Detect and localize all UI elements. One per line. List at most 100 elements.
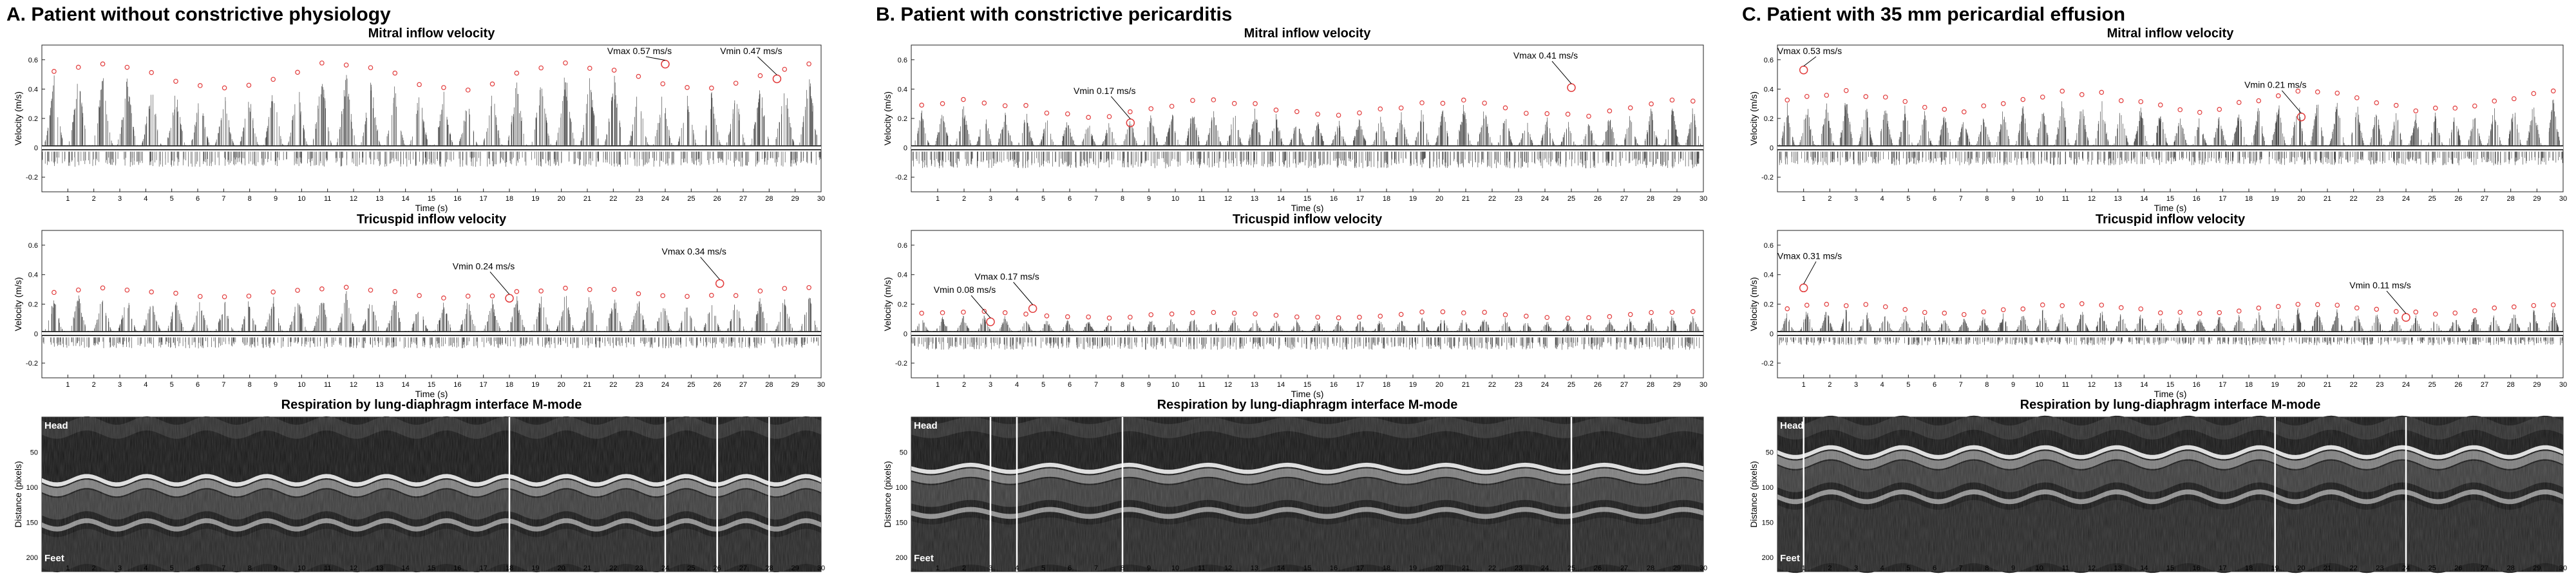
x-tick-label: 21 [2324,195,2331,203]
x-tick-label: 1 [1802,564,1806,572]
peak-marker [2374,100,2380,106]
x-tick-label: 20 [558,381,565,389]
y-tick-label: 0 [34,145,38,153]
peak-marker [1565,111,1571,117]
peak-marker [1824,301,1830,307]
x-tick-label: 5 [170,564,174,572]
peak-marker [149,70,154,75]
peak-marker [1669,310,1675,315]
x-tick-label: 7 [1959,195,1963,203]
x-tick-label: 15 [428,381,435,389]
tricuspid-title: Tricuspid inflow velocity [1233,212,1383,227]
x-tick-label: 19 [1409,195,1417,203]
x-tick-label: 1 [66,195,70,203]
peak-marker [319,61,325,66]
x-tick-label: 26 [2454,381,2462,389]
peak-marker [1398,312,1404,317]
peak-marker [587,287,592,292]
peak-marker [514,70,520,76]
x-tick-label: 28 [1647,564,1654,572]
baseline-gap [1777,331,2563,336]
y-tick-label: 200 [896,554,907,562]
peak-marker [1649,101,1654,107]
x-tick-label: 8 [248,195,252,203]
x-tick-label: 18 [506,564,513,572]
peak-marker [392,70,398,76]
peak-marker [782,66,788,72]
y-tick-label: 200 [26,554,38,562]
peak-marker [2315,302,2320,308]
y-tick-label: 0.2 [28,115,38,123]
y-tick-label: -0.2 [1761,174,1774,182]
peak-marker [2197,310,2202,316]
annotation-arrow [1013,282,1033,305]
y-tick-label: 0.2 [28,301,38,309]
x-tick-label: 5 [1041,381,1045,389]
x-tick-label: 24 [2402,195,2410,203]
x-tick-label: 20 [558,564,565,572]
peak-marker [1461,310,1466,315]
x-tick-label: 2 [962,381,966,389]
x-tick-label: 21 [2324,564,2331,572]
peak-marker [2000,101,2006,106]
peak-marker [2236,100,2242,106]
x-tick-label: 11 [324,381,331,389]
x-tick-label: 22 [1488,564,1496,572]
x-tick-label: 10 [2036,195,2043,203]
peak-marker [1148,312,1154,317]
peak-marker [2177,310,2183,315]
peak-marker [1482,100,1487,106]
x-tick-label: 17 [1356,195,1364,203]
mmode-grain [42,417,821,572]
x-tick-label: 13 [1251,564,1258,572]
peak-marker [2354,95,2360,100]
x-tick-label: 12 [2088,381,2096,389]
x-tick-label: 16 [2193,381,2201,389]
peak-marker [1942,310,1947,316]
peak-marker [1524,111,1529,116]
peak-marker [1863,94,1869,99]
peak-marker [2099,303,2105,308]
x-tick-label: 4 [144,564,147,572]
peak-marker [1902,98,1908,104]
x-tick-label: 14 [1277,195,1285,203]
x-tick-label: 13 [2114,564,2122,572]
x-tick-label: 6 [1933,195,1937,203]
annotation-arrow [645,56,666,61]
peak-marker [961,97,966,102]
x-tick-label: 6 [1933,381,1937,389]
mmode-grain [1777,417,2563,572]
peak-marker [1627,312,1633,317]
tricuspid-title: Tricuspid inflow velocity [357,212,507,227]
x-tick-label: 28 [1647,195,1654,203]
peak-marker [295,70,300,75]
x-tick-label: 18 [2245,564,2253,572]
peak-marker [2452,310,2458,316]
peak-marker [1253,311,1258,317]
x-tick-label: 9 [2011,195,2015,203]
peak-marker [733,293,739,299]
y-tick-label: 0 [34,330,38,338]
x-tick-label: 30 [2559,564,2567,572]
x-tick-label: 25 [2429,195,2436,203]
x-tick-label: 29 [2533,195,2541,203]
peak-marker [246,294,252,299]
x-tick-label: 2 [92,381,96,389]
x-tick-label: 14 [2140,564,2148,572]
peak-marker [2197,109,2202,115]
peak-marker [173,79,178,84]
x-tick-label: 15 [2166,381,2174,389]
x-tick-label: 9 [1147,381,1151,389]
peak-marker [2217,107,2222,112]
x-tick-label: 23 [1515,564,1522,572]
x-tick-label: 22 [609,564,617,572]
x-tick-label: 9 [1147,564,1151,572]
y-axis-label: Velocity (m/s) [1748,91,1759,145]
x-tick-label: 2 [92,564,96,572]
y-axis-label: Velocity (m/s) [13,91,23,145]
x-tick-label: 16 [2193,564,2201,572]
peak-marker [709,86,714,91]
x-tick-label: 26 [714,381,721,389]
x-tick-label: 15 [428,564,435,572]
